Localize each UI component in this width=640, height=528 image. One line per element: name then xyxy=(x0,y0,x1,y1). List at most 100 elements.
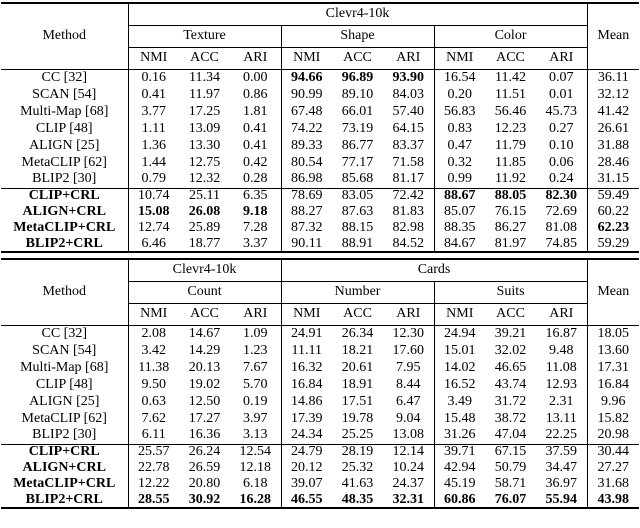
value-cell: 66.01 xyxy=(341,103,374,119)
table-row: Multi-Map [68] 11.38 20.13 7.67 16.32 20.61 7.… xyxy=(1,359,640,376)
value-cell: 73.19 xyxy=(341,120,374,136)
value-cell: 30.92 xyxy=(188,492,221,507)
table-row: MetaCLIP+CRL 12.74 25.89 7.28 87.32 88.15 82.9… xyxy=(1,220,640,236)
value-cell: 25.89 xyxy=(188,220,221,235)
value-cell: 88.35 xyxy=(433,220,485,236)
mean-cell: 30.44 xyxy=(586,443,640,460)
method-cell: CC [32] xyxy=(1,69,129,86)
mean-cell: 18.05 xyxy=(586,325,640,342)
value-cell: 15.48 xyxy=(433,410,486,427)
value-cell: 25.11 xyxy=(179,187,230,204)
value-cell: 9.04 xyxy=(396,410,421,426)
header-row: Texture Shape Color xyxy=(1,25,639,48)
value-cell: 18.77 xyxy=(188,236,221,251)
value-cell: 84.03 xyxy=(392,86,425,102)
table-row: ALIGN [25] 1.36 13.30 0.41 89.33 86.77 83.37 0.… xyxy=(1,137,640,154)
mean-cell: 31.68 xyxy=(586,476,640,492)
method-cell: CLIP+CRL xyxy=(1,443,129,460)
value-cell: 72.42 xyxy=(383,187,434,204)
value-cell: 12.50 xyxy=(188,393,221,409)
value-cell: 56.83 xyxy=(433,103,485,120)
table-row: ALIGN+CRL 22.78 26.59 12.18 20.12 25.32 10.24 4… xyxy=(1,460,640,476)
value-cell: 81.83 xyxy=(392,204,425,219)
metric-header-nmi: NMI xyxy=(280,47,332,70)
mean-cell: 28.46 xyxy=(586,154,640,171)
mean-cell: 36.11 xyxy=(586,69,640,86)
value-cell: 3.97 xyxy=(243,410,268,426)
header-row: Method Clevr4-10k Mean xyxy=(1,3,640,70)
method-cell: ALIGN+CRL xyxy=(1,204,129,220)
table-row: CC [32] 2.08 14.67 1.09 24.91 26.34 12.30 24.94… xyxy=(1,325,640,342)
value-cell: 3.13 xyxy=(243,427,268,443)
value-cell: 25.57 xyxy=(128,443,179,460)
group-header-suits: Suits xyxy=(433,281,588,304)
mean-cell: 60.22 xyxy=(586,204,640,220)
method-cell: ALIGN+CRL xyxy=(1,460,129,476)
value-cell: 3.49 xyxy=(433,393,486,410)
value-cell: 13.09 xyxy=(188,120,221,136)
value-cell: 20.13 xyxy=(188,359,221,375)
value-cell: 31.72 xyxy=(494,393,527,409)
mean-cell: 9.96 xyxy=(586,393,640,410)
value-cell: 24.34 xyxy=(280,427,333,444)
value-cell: 0.19 xyxy=(243,393,268,409)
value-cell: 6.11 xyxy=(141,427,166,443)
value-cell: 81.97 xyxy=(494,236,527,251)
value-cell: 22.25 xyxy=(545,427,578,443)
metric-header-acc: ACC xyxy=(179,303,230,326)
value-cell: 26.08 xyxy=(188,204,221,219)
value-cell: 1.36 xyxy=(141,137,167,153)
value-cell: 88.05 xyxy=(485,187,536,204)
value-cell: 5.70 xyxy=(243,376,268,392)
metric-header-ari: ARI xyxy=(383,303,435,326)
value-cell: 19.78 xyxy=(341,410,374,426)
value-cell: 0.07 xyxy=(549,69,574,85)
method-cell: BLIP2+CRL xyxy=(1,492,129,508)
value-cell: 78.69 xyxy=(280,187,332,204)
value-cell: 96.89 xyxy=(341,69,374,85)
value-cell: 85.68 xyxy=(341,171,374,187)
value-cell: 32.31 xyxy=(392,492,425,507)
value-cell: 17.39 xyxy=(280,410,333,427)
method-cell: SCAN [54] xyxy=(1,342,129,359)
value-cell: 87.32 xyxy=(280,220,332,236)
table-row: BLIP2 [30] 0.79 12.32 0.28 86.98 85.68 81.17 0.… xyxy=(1,171,640,188)
value-cell: 88.91 xyxy=(341,236,374,251)
value-cell: 13.08 xyxy=(392,427,425,443)
mean-cell: 41.42 xyxy=(586,103,640,120)
value-cell: 11.85 xyxy=(495,154,526,170)
mean-cell: 15.82 xyxy=(586,410,640,427)
value-cell: 71.58 xyxy=(392,154,425,170)
mean-cell: 20.98 xyxy=(586,427,640,444)
value-cell: 18.91 xyxy=(341,376,374,392)
value-cell: 0.47 xyxy=(433,137,485,154)
value-cell: 88.27 xyxy=(280,204,332,220)
value-cell: 11.08 xyxy=(545,359,577,375)
paper-results-tables: Method Clevr4-10k Mean Texture Shape Col… xyxy=(1,2,640,509)
group-header-number: Number xyxy=(280,281,435,304)
value-cell: 18.21 xyxy=(341,342,374,358)
value-cell: 88.15 xyxy=(341,220,374,235)
value-cell: 86.27 xyxy=(494,220,527,235)
value-cell: 76.15 xyxy=(494,204,527,219)
table-count-cards: Method Clevr4-10k Cards Mean Count Numbe… xyxy=(1,258,640,509)
method-cell: CLIP [48] xyxy=(1,120,129,137)
value-cell: 36.97 xyxy=(545,476,578,491)
value-cell: 74.85 xyxy=(545,236,578,251)
group-header-shape: Shape xyxy=(280,25,434,48)
table2-header: Method Clevr4-10k Cards Mean Count Numbe… xyxy=(1,259,640,326)
value-cell: 46.55 xyxy=(280,492,333,508)
value-cell: 3.37 xyxy=(243,236,268,251)
method-cell: ALIGN [25] xyxy=(1,393,129,410)
mean-cell: 31.15 xyxy=(586,171,640,188)
mean-cell: 16.84 xyxy=(586,376,640,393)
value-cell: 48.35 xyxy=(341,492,374,507)
value-cell: 10.24 xyxy=(392,460,425,475)
metric-header-nmi: NMI xyxy=(280,303,333,326)
value-cell: 0.42 xyxy=(243,154,268,170)
value-cell: 14.29 xyxy=(188,342,221,358)
value-cell: 0.28 xyxy=(243,171,268,187)
value-cell: 82.30 xyxy=(536,187,588,204)
method-cell: MetaCLIP+CRL xyxy=(1,476,129,492)
table-row: CLIP+CRL 25.57 26.24 12.54 24.79 28.19 12.14 39… xyxy=(1,443,640,460)
